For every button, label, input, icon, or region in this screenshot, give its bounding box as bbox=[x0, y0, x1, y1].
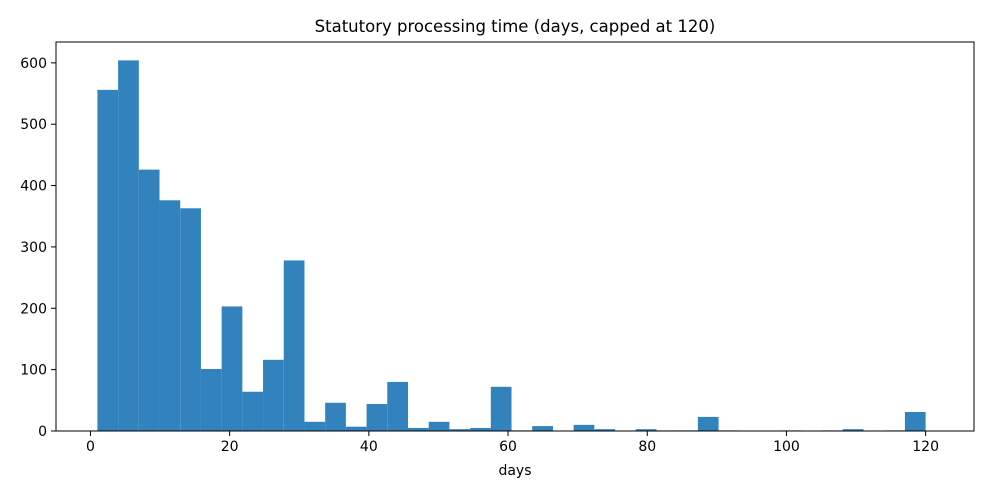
histogram-bar bbox=[635, 429, 657, 431]
histogram-bar bbox=[304, 421, 326, 431]
x-axis-ticks: 0 20 40 60 80 100 120 bbox=[86, 431, 939, 455]
histogram-bar bbox=[532, 426, 553, 431]
x-tick-label: 100 bbox=[773, 439, 800, 455]
histogram-bar bbox=[97, 89, 119, 432]
histogram-bar bbox=[138, 169, 160, 431]
x-tick-label: 120 bbox=[912, 439, 939, 455]
y-tick-label: 100 bbox=[20, 363, 47, 379]
histogram-bar bbox=[242, 391, 264, 431]
histogram-bar bbox=[387, 381, 408, 431]
x-tick-label: 20 bbox=[221, 439, 239, 455]
histogram-bar bbox=[325, 402, 346, 431]
y-tick-label: 200 bbox=[20, 301, 47, 317]
histogram-bar bbox=[470, 427, 491, 431]
y-tick-label: 600 bbox=[20, 56, 47, 72]
histogram-bar bbox=[904, 411, 926, 431]
histogram-bar bbox=[283, 260, 305, 431]
histogram-bar bbox=[180, 208, 201, 431]
histogram-bar bbox=[200, 369, 222, 431]
histogram-bar bbox=[842, 429, 864, 431]
y-tick-label: 400 bbox=[20, 179, 47, 195]
histogram-bar bbox=[428, 421, 450, 431]
histogram-bar bbox=[159, 200, 181, 431]
x-tick-label: 80 bbox=[638, 439, 656, 455]
chart-title: Statutory processing time (days, capped … bbox=[315, 17, 716, 36]
histogram-bar bbox=[118, 60, 139, 431]
histogram-bars bbox=[97, 60, 926, 432]
y-tick-label: 500 bbox=[20, 117, 47, 133]
histogram-bar bbox=[221, 306, 243, 431]
plot-frame bbox=[55, 41, 975, 432]
x-tick-label: 60 bbox=[499, 439, 517, 455]
histogram-bar bbox=[697, 416, 719, 431]
histogram-bar bbox=[366, 404, 388, 431]
y-tick-label: 0 bbox=[38, 424, 47, 440]
histogram-bar bbox=[594, 429, 616, 431]
y-tick-label: 300 bbox=[20, 240, 47, 256]
x-axis-label: days bbox=[498, 463, 531, 479]
histogram-bar bbox=[407, 427, 429, 431]
y-axis-ticks: 0 100 200 300 400 500 600 bbox=[20, 56, 56, 440]
histogram-bar bbox=[345, 426, 367, 431]
histogram-bar bbox=[449, 429, 471, 431]
histogram-bar bbox=[490, 386, 512, 431]
histogram-bar bbox=[573, 424, 595, 431]
histogram-bar bbox=[263, 359, 284, 431]
x-tick-label: 0 bbox=[86, 439, 95, 455]
x-tick-label: 40 bbox=[360, 439, 378, 455]
